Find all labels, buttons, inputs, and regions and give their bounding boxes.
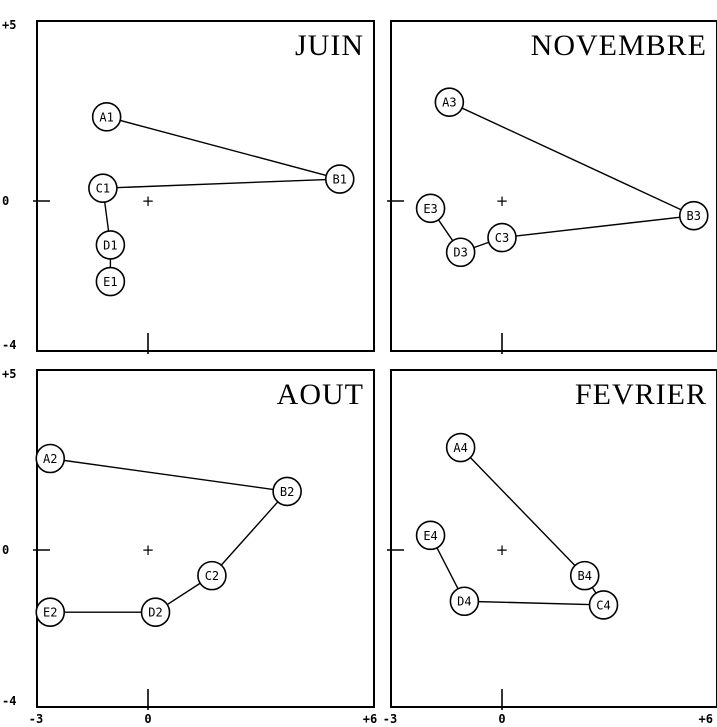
node-circle xyxy=(588,590,619,620)
node-label: C3 xyxy=(495,231,509,245)
x-tick-label: +6 xyxy=(699,712,713,726)
node-circle xyxy=(272,476,302,507)
node-label: E2 xyxy=(43,606,57,620)
node-circle xyxy=(95,230,126,260)
panel-frame xyxy=(390,20,717,352)
node-circle xyxy=(35,443,66,474)
node-B4: B4 xyxy=(569,560,600,591)
origin-marker: + xyxy=(496,192,509,210)
panel-frame xyxy=(390,369,717,708)
edge-C1-B1 xyxy=(102,178,340,189)
node-E2: E2 xyxy=(35,597,66,628)
x-tick-label: 0 xyxy=(144,712,151,726)
node-label: B4 xyxy=(577,569,591,583)
node-circle xyxy=(487,222,517,253)
node-A2: A2 xyxy=(35,443,66,474)
panel-title: AOUT xyxy=(277,378,364,411)
edge-A2-B2 xyxy=(50,457,288,493)
node-circle xyxy=(434,87,465,117)
y-tick-label: +5 xyxy=(2,18,16,32)
node-C2: C2 xyxy=(197,560,227,591)
node-E3: E3 xyxy=(415,193,446,224)
node-B1: B1 xyxy=(324,164,355,194)
edge-A4-B4 xyxy=(460,447,586,577)
node-C4: C4 xyxy=(588,590,619,620)
node-E4: E4 xyxy=(415,520,446,551)
node-label: E1 xyxy=(103,275,117,289)
node-label: D1 xyxy=(103,238,117,252)
panel-title: NOVEMBRE xyxy=(531,29,707,62)
panel-juin: + JUIN +5 0 -4 A1 B1 C1 D1 E1 xyxy=(2,18,375,354)
node-circle xyxy=(445,237,476,268)
x-tick-label: 0 xyxy=(498,712,505,726)
node-D1: D1 xyxy=(95,230,126,260)
x-tick-label: -3 xyxy=(29,712,43,726)
edge-A1-B1 xyxy=(106,116,340,180)
node-C1: C1 xyxy=(88,173,118,203)
node-circle xyxy=(445,432,476,463)
node-label: A2 xyxy=(43,452,57,466)
node-circle xyxy=(449,586,480,617)
node-label: D3 xyxy=(453,246,467,260)
node-A3: A3 xyxy=(434,87,465,117)
panel-novembre: + NOVEMBRE A3 B3 C3 D3 E3 xyxy=(387,20,717,354)
panel-title: JUIN xyxy=(295,29,364,62)
node-label: A1 xyxy=(99,110,113,124)
origin-marker: + xyxy=(496,541,509,559)
node-A1: A1 xyxy=(91,102,122,132)
panel-frame xyxy=(36,20,375,352)
node-circle xyxy=(95,266,126,297)
edge-C4-D4 xyxy=(464,600,604,606)
panel-aout: + AOUT +5 0 -4 -3 0 +6 A2 B2 C2 D2 E2 xyxy=(2,367,377,726)
node-label: A3 xyxy=(442,96,456,110)
node-label: E4 xyxy=(423,529,437,543)
edge-B3-C3 xyxy=(501,214,694,239)
node-circle xyxy=(324,164,355,194)
node-D4: D4 xyxy=(449,586,480,617)
node-circle xyxy=(415,193,446,224)
node-circle xyxy=(415,520,446,551)
y-tick-label: 0 xyxy=(2,543,9,557)
y-tick-label: -4 xyxy=(2,694,16,708)
x-tick-label: -3 xyxy=(383,712,397,726)
node-circle xyxy=(88,173,118,203)
panel-frame xyxy=(36,369,375,708)
node-B3: B3 xyxy=(678,200,709,231)
panel-fevrier: + FEVRIER -3 0 +6 A4 B4 C4 D4 E4 xyxy=(383,369,717,726)
y-tick-label: -4 xyxy=(2,338,16,352)
origin-marker: + xyxy=(142,541,155,559)
node-label: D2 xyxy=(148,606,162,620)
node-B2: B2 xyxy=(272,476,302,507)
node-D3: D3 xyxy=(445,237,476,268)
node-label: B1 xyxy=(333,173,347,187)
x-tick-label: +6 xyxy=(363,712,377,726)
edge-A3-B3 xyxy=(449,101,695,217)
node-D2: D2 xyxy=(140,597,171,628)
origin-marker: + xyxy=(142,192,155,210)
node-A4: A4 xyxy=(445,432,476,463)
node-C3: C3 xyxy=(487,222,517,253)
node-label: C2 xyxy=(205,569,219,583)
node-circle xyxy=(140,597,171,628)
node-label: A4 xyxy=(453,441,467,455)
node-label: E3 xyxy=(423,202,437,216)
node-circle xyxy=(197,560,227,591)
node-label: B3 xyxy=(687,209,701,223)
y-tick-label: +5 xyxy=(2,367,16,381)
node-label: D4 xyxy=(457,595,471,609)
node-label: C1 xyxy=(96,182,110,196)
node-label: B2 xyxy=(280,485,294,499)
node-E1: E1 xyxy=(95,266,126,297)
panel-title: FEVRIER xyxy=(575,378,707,411)
y-tick-label: 0 xyxy=(2,194,9,208)
node-label: C4 xyxy=(596,598,610,612)
node-circle xyxy=(91,102,122,132)
node-circle xyxy=(35,597,66,628)
edge-B2-C2 xyxy=(211,490,288,577)
node-circle xyxy=(569,560,600,591)
node-circle xyxy=(678,200,709,231)
